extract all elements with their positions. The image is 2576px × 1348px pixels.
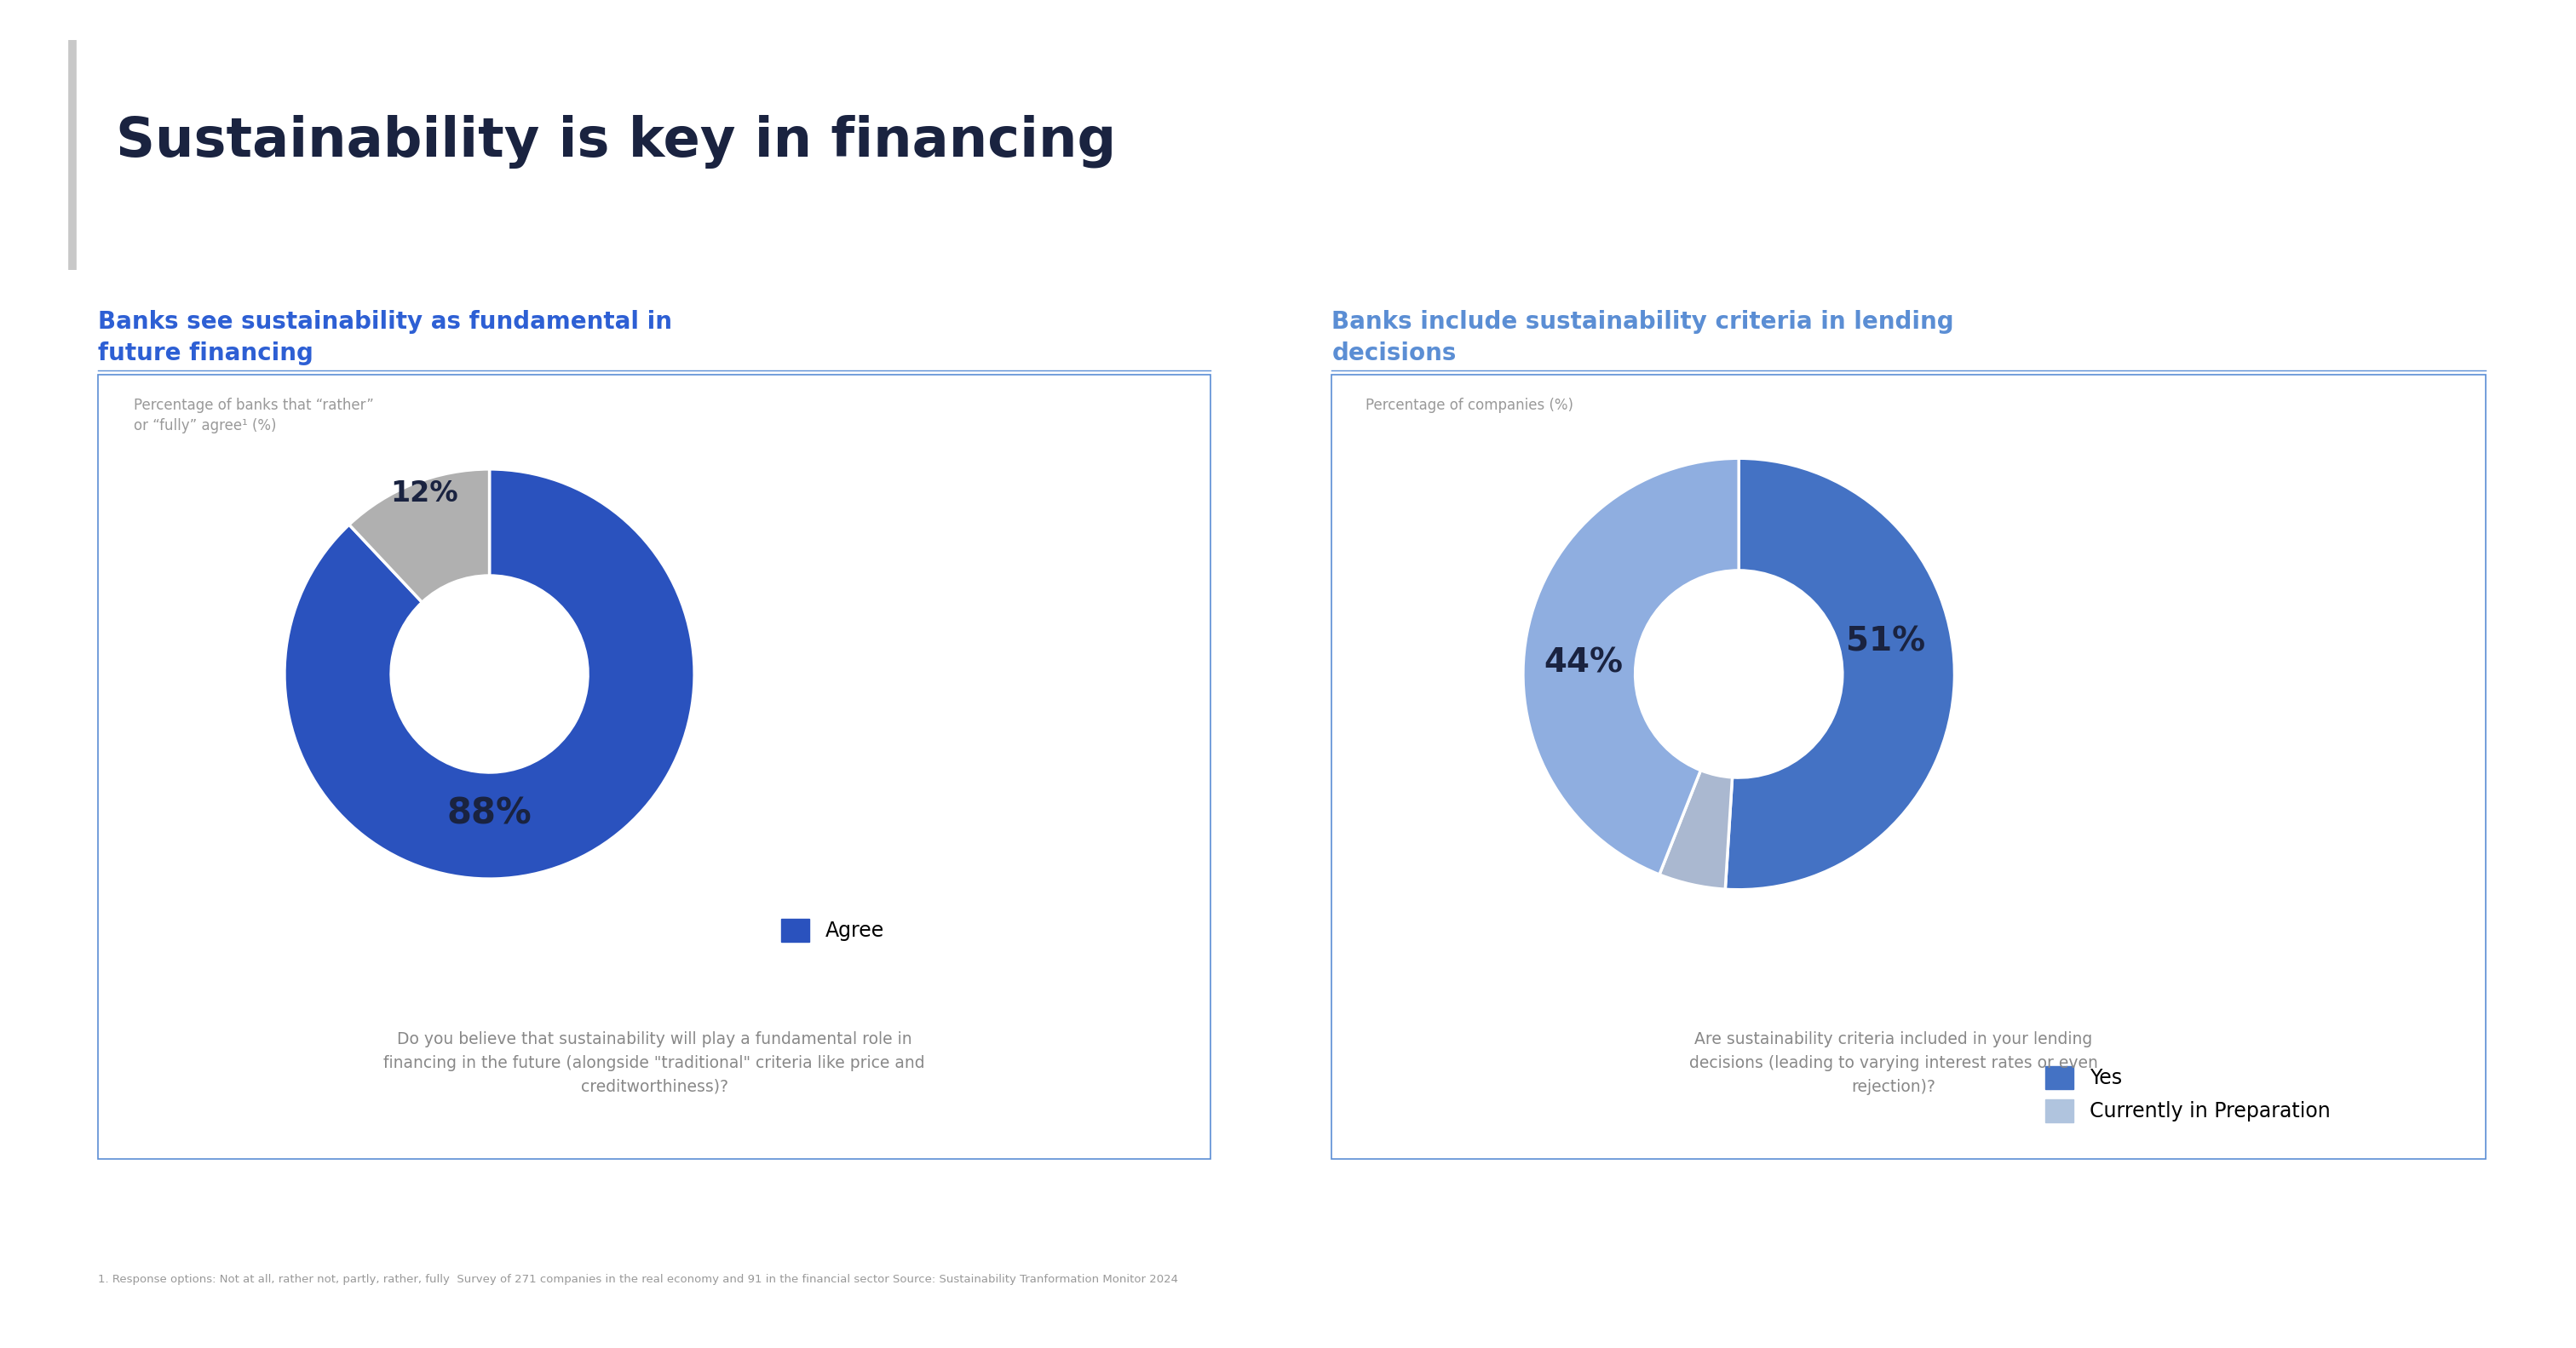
Legend: Agree: Agree [781,918,884,942]
Legend: Yes, Currently in Preparation: Yes, Currently in Preparation [2045,1066,2331,1123]
Text: Percentage of companies (%): Percentage of companies (%) [1365,398,1574,412]
Wedge shape [1726,458,1955,890]
Wedge shape [1659,770,1731,890]
Text: 44%: 44% [1543,647,1623,679]
Text: 1. Response options: Not at all, rather not, partly, rather, fully  Survey of 27: 1. Response options: Not at all, rather … [98,1274,1177,1285]
Text: Banks include sustainability criteria in lending
decisions: Banks include sustainability criteria in… [1332,310,1955,365]
Text: 51%: 51% [1847,625,1924,658]
Wedge shape [350,469,489,603]
Wedge shape [1522,458,1739,875]
Text: Percentage of banks that “rather”
or “fully” agree¹ (%): Percentage of banks that “rather” or “fu… [134,398,374,433]
Wedge shape [283,469,696,879]
Text: Are sustainability criteria included in your lending
decisions (leading to varyi: Are sustainability criteria included in … [1690,1031,2097,1095]
Text: Sustainability is key in financing: Sustainability is key in financing [116,115,1115,168]
Text: 88%: 88% [448,795,531,832]
Text: Do you believe that sustainability will play a fundamental role in
financing in : Do you believe that sustainability will … [384,1031,925,1095]
Text: 12%: 12% [389,480,459,508]
Text: Banks see sustainability as fundamental in
future financing: Banks see sustainability as fundamental … [98,310,672,365]
